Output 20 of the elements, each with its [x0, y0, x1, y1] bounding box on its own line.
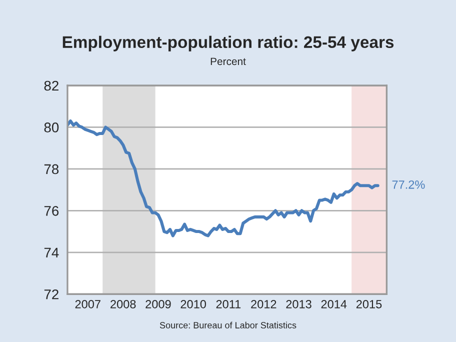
source-note: Source: Bureau of Labor Statistics [160, 322, 296, 328]
y-tick-label: 82 [44, 80, 58, 91]
y-tick-label: 72 [44, 289, 58, 300]
y-tick-label: 78 [44, 164, 59, 174]
x-tick-label: 2014 [321, 300, 347, 308]
x-tick-label: 2010 [180, 300, 206, 308]
y-tick-label: 80 [44, 122, 59, 132]
y-tick-label: 76 [44, 206, 59, 216]
x-tick-label: 2012 [251, 300, 276, 308]
y-tick-label: 74 [44, 248, 59, 258]
x-tick-label: 2008 [110, 300, 136, 308]
line-series [67, 119, 380, 238]
x-tick-label: 2015 [356, 300, 382, 308]
x-tick-label: 2013 [286, 300, 312, 308]
x-tick-label: 2009 [146, 300, 171, 308]
annotation: 77.2% [392, 180, 425, 189]
chart-subtitle: Percent [210, 58, 246, 66]
chart-title: Employment-population ratio: 25-54 years [62, 36, 394, 52]
x-tick-label: 2011 [216, 300, 241, 308]
x-tick-label: 2007 [75, 300, 100, 308]
